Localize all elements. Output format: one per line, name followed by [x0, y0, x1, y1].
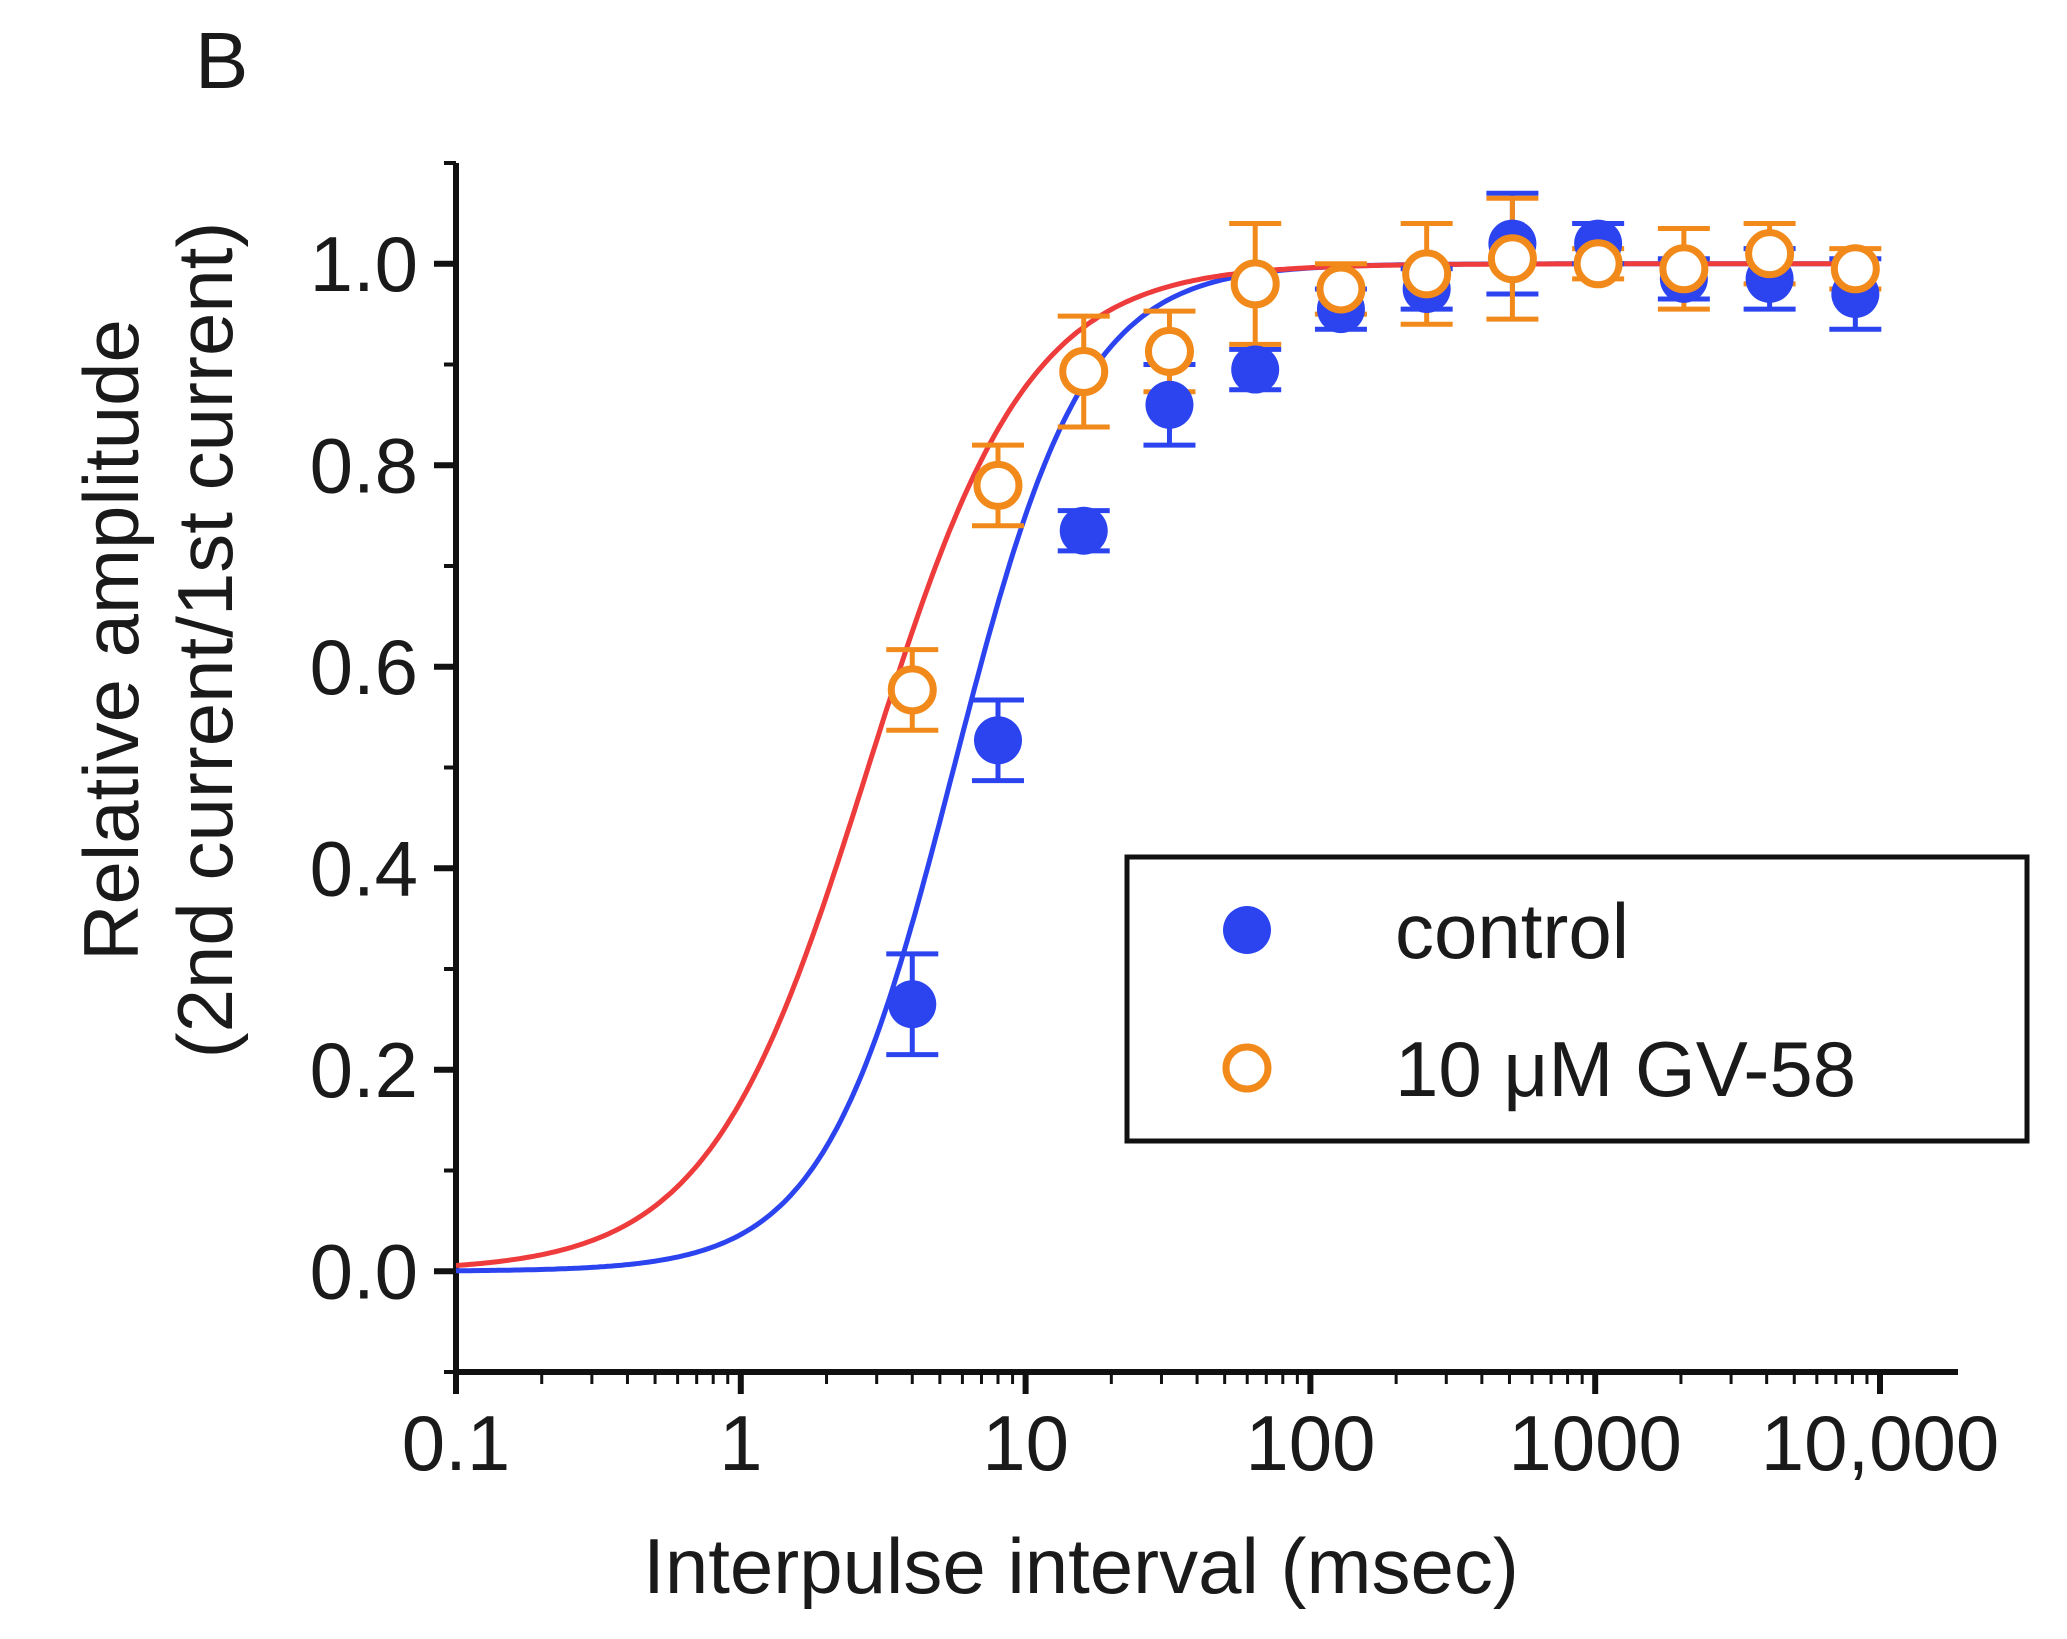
data-points — [887, 219, 1880, 1029]
y-tick-label: 0.6 — [310, 623, 418, 711]
point-gv58 — [1316, 264, 1366, 314]
point-control — [1059, 506, 1108, 555]
fit-curves — [455, 261, 1867, 1274]
point-gv58 — [1230, 259, 1280, 309]
y-tick-label: 1.0 — [310, 220, 418, 308]
y-tick-label: 0.0 — [310, 1227, 418, 1315]
x-tick-label: 0.1 — [402, 1399, 510, 1487]
legend-label-gv58: 10 μM GV-58 — [1395, 1025, 1856, 1113]
x-tick-label: 10 — [982, 1399, 1069, 1487]
point-control — [888, 980, 937, 1029]
point-gv58 — [1059, 347, 1109, 397]
point-gv58 — [1659, 244, 1709, 294]
y-axis-title-line2: (2nd current/1st current) — [161, 222, 249, 1059]
point-gv58 — [1830, 244, 1880, 294]
x-tick-label: 10,000 — [1761, 1399, 2000, 1487]
point-gv58 — [1745, 229, 1795, 279]
y-tick-label: 0.4 — [310, 824, 418, 912]
x-tick-label: 1000 — [1508, 1399, 1682, 1487]
x-tick-label: 1 — [719, 1399, 762, 1487]
point-gv58 — [1487, 234, 1537, 284]
y-tick-label: 0.2 — [310, 1026, 418, 1114]
legend: control 10 μM GV-58 — [1124, 854, 2030, 1144]
point-gv58 — [1573, 239, 1623, 289]
legend-box — [1124, 854, 2030, 1144]
point-gv58 — [973, 460, 1023, 510]
x-tick-label: 100 — [1245, 1399, 1375, 1487]
legend-marker-control — [1223, 906, 1271, 954]
point-gv58 — [1144, 326, 1194, 376]
y-tick-label: 0.8 — [310, 421, 418, 509]
y-axis-title: Relative amplitude (2nd current/1st curr… — [67, 222, 249, 1059]
point-gv58 — [887, 665, 937, 715]
tick-labels: 0.0 0.2 0.4 0.6 0.8 1.0 0.1 1 10 100 1000 10,000 — [310, 220, 2000, 1487]
y-axis-title-line1: Relative amplitude — [67, 319, 155, 961]
point-control — [974, 716, 1022, 765]
legend-marker-gv58 — [1222, 1043, 1272, 1093]
point-gv58 — [1402, 249, 1452, 299]
point-control — [1145, 380, 1194, 429]
fit-curve-1 — [455, 261, 1867, 1268]
panel-label: B — [195, 16, 248, 105]
axes — [434, 161, 1958, 1394]
point-control — [1231, 345, 1280, 394]
x-axis-title: Interpulse interval (msec) — [643, 1522, 1519, 1610]
legend-label-control: control — [1395, 887, 1629, 975]
